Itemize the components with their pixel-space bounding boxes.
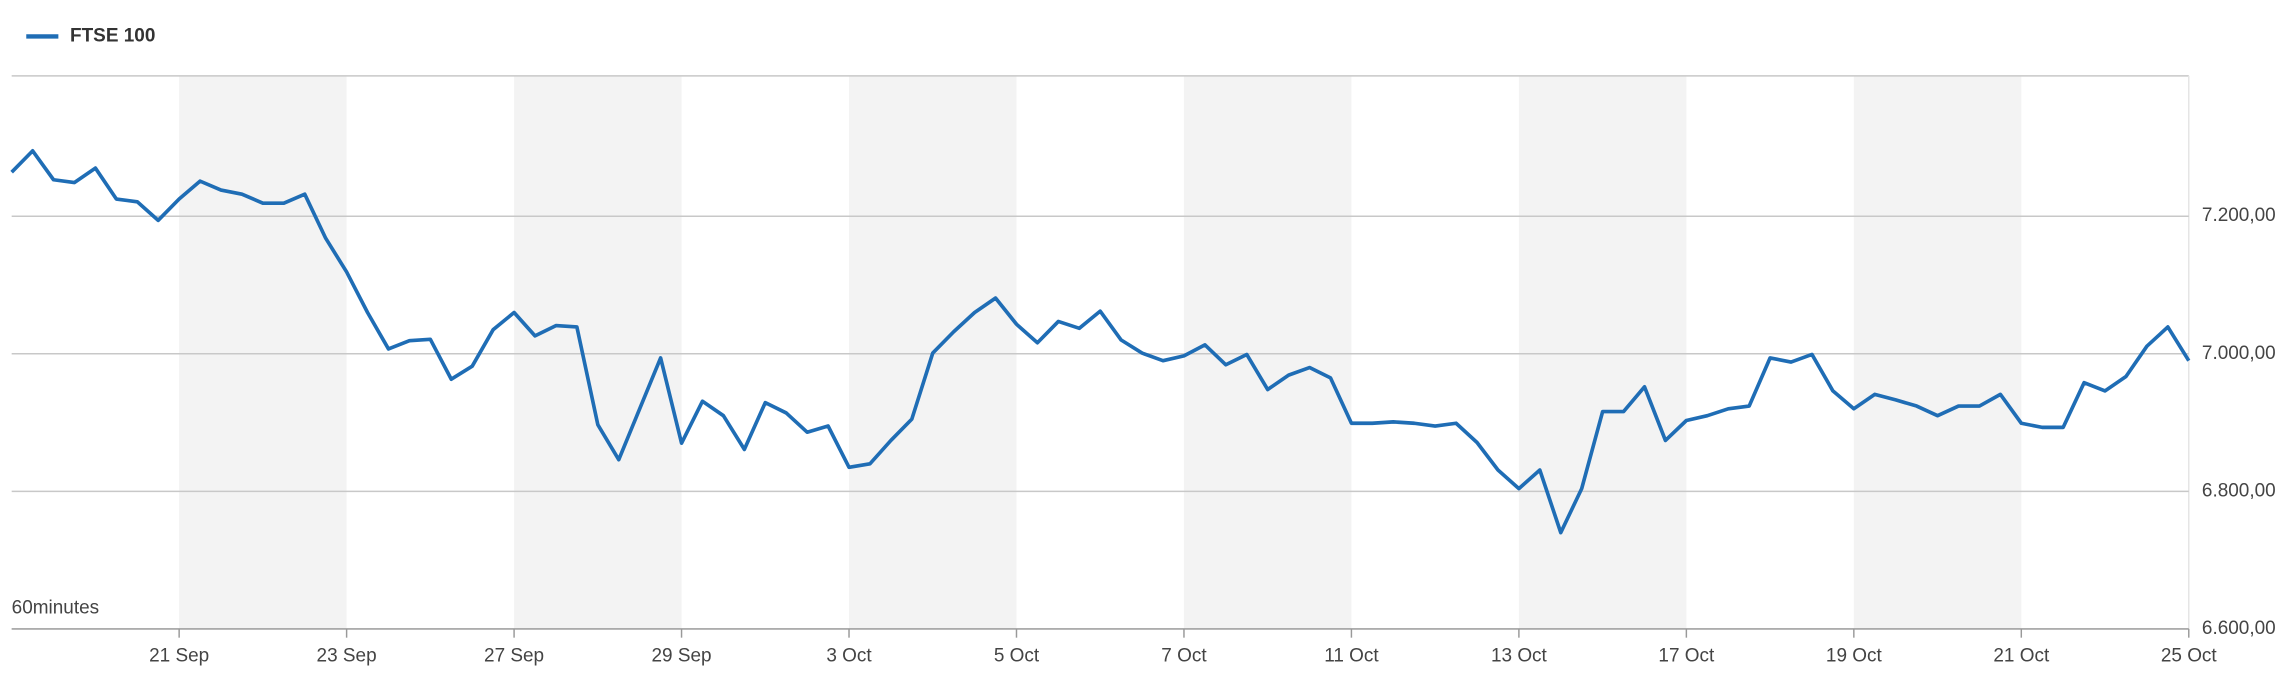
y-tick-label: 7.200,00 [2202, 205, 2276, 226]
x-tick-label: 7 Oct [1161, 646, 1207, 667]
x-tick-label: 23 Sep [317, 646, 377, 667]
x-tick-label: 25 Oct [2161, 646, 2218, 667]
y-tick-label: 6.600,00 [2202, 618, 2276, 639]
x-tick-label: 21 Oct [1993, 646, 2050, 667]
x-tick-label: 19 Oct [1826, 646, 1883, 667]
band [179, 75, 347, 629]
annotation: 60minutes [12, 598, 99, 619]
y-tick-label: 6.800,00 [2202, 480, 2276, 501]
x-tick-label: 27 Sep [484, 646, 544, 667]
band [1853, 75, 2022, 629]
band [1518, 75, 1687, 629]
band [514, 75, 682, 629]
legend-label: FTSE 100 [70, 26, 155, 47]
x-tick-label: 17 Oct [1658, 646, 1715, 667]
x-tick-label: 3 Oct [826, 646, 872, 667]
x-tick-label: 21 Sep [149, 646, 209, 667]
band [1183, 75, 1352, 629]
x-tick-label: 11 Oct [1324, 646, 1379, 667]
x-tick-label: 13 Oct [1491, 646, 1548, 667]
x-tick-label: 5 Oct [994, 646, 1040, 667]
line [10, 149, 2191, 535]
y-tick-label: 7.000,00 [2202, 343, 2276, 364]
x-tick-label: 29 Sep [652, 646, 712, 667]
